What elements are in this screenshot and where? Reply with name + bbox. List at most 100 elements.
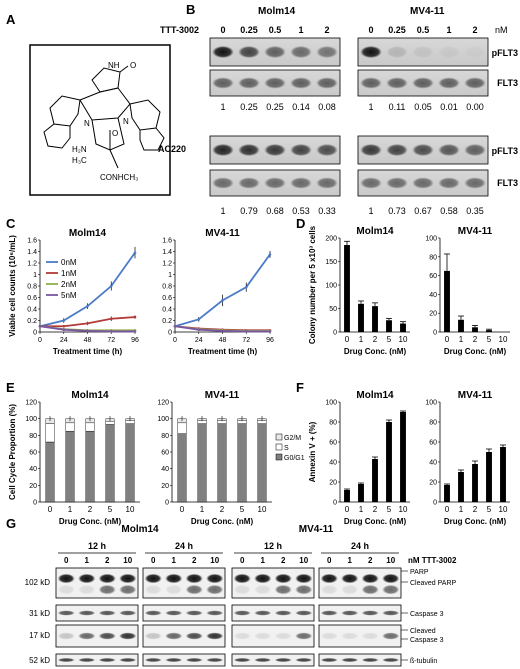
blot-band [438,77,460,89]
blot-band [206,632,224,640]
data-point [109,317,113,321]
blot-band [98,584,116,595]
x-tick-label: 1 [359,335,364,344]
data-point [86,329,89,333]
bar [444,485,450,502]
b-label-flt3: FLT3 [497,78,518,88]
blot-band [98,658,116,662]
g-time-label: 12 h [88,541,106,551]
g-dose-label: 10 [299,556,308,565]
x-tick-label: 10 [499,335,508,344]
blot-band [233,584,251,595]
b-ac220-ratio: 0.73 [388,206,406,216]
x-tick-label: 5 [487,505,492,514]
g-dose-label: 1 [85,556,90,565]
x-tick-label: 0 [180,505,185,514]
x-tick-label: 1 [68,505,73,514]
legend-label: 0nM [61,258,77,267]
b-ac220-ratio: 0.58 [440,206,458,216]
atom-amine: H₂N [72,145,87,154]
blot-band [320,610,338,616]
b-dose-label: 0 [220,25,225,35]
legend-swatch [275,443,283,451]
blot-band [78,573,96,584]
y-tick-label: 100 [425,400,437,407]
y-tick-label: 60 [429,273,437,280]
blot-band [254,632,272,640]
chart-title: Molm14 [356,226,394,237]
blot-band [165,573,183,584]
blot-band [254,658,272,662]
b-ac220-label: AC220 [158,144,186,154]
g-cellline-mv411: MV4-11 [299,524,334,535]
g-blot-cleaved-caspase3 [142,624,226,648]
blot-band [412,45,434,59]
b-ac220-ratio: 1 [220,206,225,216]
b-ttt-ratio: 0.01 [440,102,458,112]
blot-band [320,658,338,662]
blot-band [264,177,286,189]
blot-band [119,573,137,584]
bar-segment-S [65,422,75,432]
g-blot-cleaved-caspase3 [231,624,315,648]
bar-segment-G0/G1 [237,423,247,503]
blot-band [144,573,162,584]
y-tick-label: 40 [429,292,437,299]
blot-band [165,632,183,640]
bar [344,245,350,332]
blot-band [212,143,234,157]
g-dose-label: 10 [123,556,132,565]
y-tick-label: 1.4 [162,249,172,256]
blot-band [274,573,292,584]
chart-title: MV4-11 [205,228,240,239]
x-tick-label: 96 [266,337,274,344]
b-ttt-ratio: 0.05 [414,102,432,112]
y-tick-label: 0 [168,330,172,337]
blot-band [264,77,286,89]
blot-band [464,77,486,89]
blot-band [233,658,251,662]
g-blot-caspase3 [142,604,226,622]
bar-segment-G0/G1 [197,423,207,503]
blot-band [320,584,338,595]
blot-band [57,584,75,595]
y-tick-label: 20 [429,480,437,487]
blot-band [360,77,382,89]
bar [444,270,450,332]
data-point [86,304,89,308]
blot-band [295,584,313,595]
data-point [109,330,113,333]
bar [486,452,492,502]
y-tick-label: 0 [165,500,169,507]
blot-band [341,658,359,662]
y-tick-label: 0 [433,330,437,337]
blot-band [386,177,408,189]
blot-band [144,632,162,640]
b-label-pflt3-ac220: pFLT3 [492,146,518,156]
blot-band [212,45,234,59]
bar-chart-E-MV4-11: 0 20 40 60 80 100 120 MV4-11 Drug Conc. (nM) 0 1 2 5… [157,390,272,526]
data-point [133,251,137,254]
x-tick-label: 24 [195,337,203,344]
bar-segment-G0/G1 [217,423,227,503]
blot-band [386,77,408,89]
blot-band [295,610,313,616]
blot-band [382,632,400,640]
blot-band [438,45,460,59]
x-tick-label: 2 [220,505,225,514]
blot-band [57,658,75,662]
g-dose-label: 2 [368,556,373,565]
b-ttt-ratio: 0.00 [466,102,484,112]
y-tick-label: 60 [161,450,169,457]
blot-band [438,177,460,189]
y-tick-label: 100 [25,416,37,423]
y-tick-label: 200 [325,236,337,243]
x-tick-label: 0 [48,505,53,514]
x-tick-label: 2 [373,335,378,344]
blot-band [144,610,162,616]
bar-segment-G0/G1 [125,423,135,503]
blot-band [78,584,96,595]
blot-band [341,632,359,640]
bar-segment-G0/G1 [257,423,267,503]
